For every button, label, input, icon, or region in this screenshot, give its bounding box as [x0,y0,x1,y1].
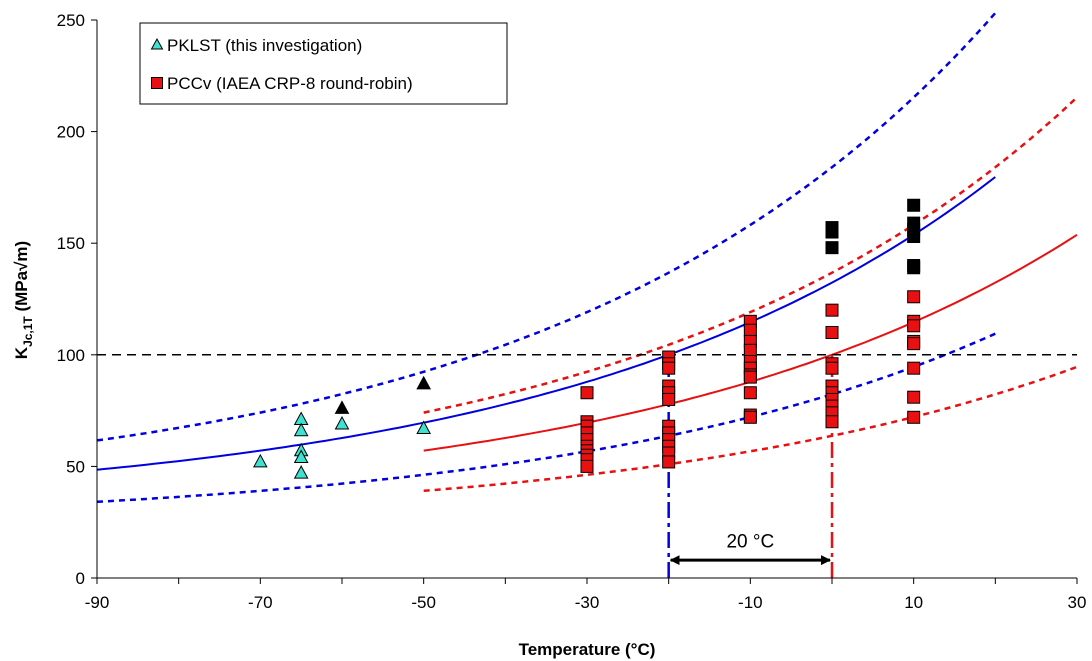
triangle-point [416,375,432,390]
square-point [743,343,757,357]
square-point [662,455,676,469]
triangle-point [252,453,268,468]
y-axis-title-unit: (MPa√m) [12,241,31,316]
legend-marker-triangle [150,37,164,50]
square-point [825,325,839,339]
y-tick-label: 250 [57,11,85,30]
square-point [825,225,839,239]
y-axis-title-subscript: Jc,1T [21,316,35,347]
square-point [907,337,921,351]
square-point [743,410,757,424]
y-tick-label: 200 [57,123,85,142]
triangle-point [293,465,309,479]
triangle-point [416,420,432,434]
x-tick-label: -10 [738,593,763,612]
triangle-point [293,422,309,437]
data-points-layer [252,198,921,479]
square-point [825,241,839,255]
x-tick-label: 30 [1068,593,1087,612]
y-axis-title-main: K [12,346,31,359]
x-tick-label: -90 [85,593,110,612]
legend-box [139,22,508,105]
y-tick-label: 50 [66,457,85,476]
square-point [907,290,921,304]
y-axis-title: KJc,1T (MPa√m) [12,241,35,359]
square-point [907,198,921,212]
square-point [825,415,839,429]
curve-red-lower-bound [423,365,1078,493]
square-point [907,361,921,375]
axes-layer: -90 -70 -50 -30 -10 10 30 0 50 100 150 200 250 [57,11,1087,612]
triangle-point [334,400,350,414]
square-point [743,370,757,384]
x-tick-label: -70 [248,593,273,612]
x-tick-label: -30 [575,593,600,612]
square-point [907,319,921,333]
square-point [580,386,594,400]
legend: PKLST (this investigation) PCCv (IAEA CRP… [139,22,508,105]
square-point [662,361,676,375]
annotation-layer: 20 °C [669,532,831,566]
square-point [825,361,839,375]
axis-titles: Temperature (°C) KJc,1T (MPa√m) [12,241,655,659]
y-tick-label: 0 [76,569,85,588]
x-tick-label: -50 [411,593,436,612]
triangle-point [293,449,309,463]
square-point [907,261,921,275]
curve-red-upper-bound [423,96,1078,414]
square-point [743,323,757,337]
y-tick-label: 100 [57,346,85,365]
y-tick-label: 150 [57,234,85,253]
curve-blue-median [96,176,996,471]
legend-marker-square [151,77,163,89]
square-point [907,390,921,404]
curve-blue-lower-bound [96,332,996,504]
square-point [580,459,594,473]
square-point [825,303,839,317]
square-point [743,386,757,400]
square-point [907,410,921,424]
curve-blue-upper-bound [96,12,997,442]
triangle-point [334,415,350,430]
square-point [907,230,921,244]
legend-label: PKLST (this investigation) [167,36,362,55]
square-point [662,392,676,406]
x-tick-label: 10 [904,593,923,612]
x-axis-title: Temperature (°C) [519,640,656,659]
legend-label: PCCv (IAEA CRP-8 round-robin) [167,74,413,93]
annotation-label: 20 °C [726,532,774,553]
